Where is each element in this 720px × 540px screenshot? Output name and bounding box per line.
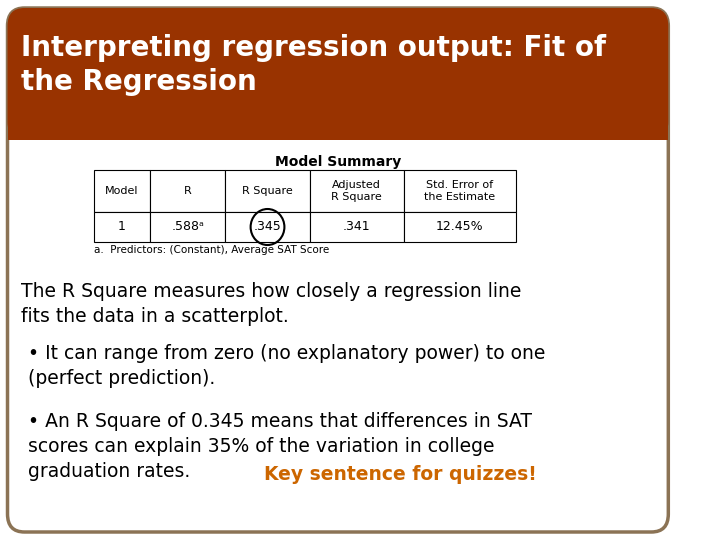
FancyBboxPatch shape (7, 8, 668, 140)
Bar (150, 212, 225, 242)
FancyBboxPatch shape (7, 8, 668, 532)
Text: a.  Predictors: (Constant), Average SAT Score: a. Predictors: (Constant), Average SAT S… (94, 245, 329, 255)
Bar (7, 118, 668, 140)
Text: Adjusted
R Square: Adjusted R Square (331, 180, 382, 202)
Bar (94, 212, 150, 242)
Bar (150, 170, 225, 212)
Text: 12.45%: 12.45% (436, 220, 484, 233)
Text: .341: .341 (343, 220, 371, 233)
Text: .345: .345 (253, 220, 282, 233)
Bar (310, 170, 404, 212)
Bar (404, 170, 516, 212)
Text: • An R Square of 0.345 means that differences in SAT
scores can explain 35% of t: • An R Square of 0.345 means that differ… (28, 412, 532, 481)
Text: • It can range from zero (no explanatory power) to one
(perfect prediction).: • It can range from zero (no explanatory… (28, 344, 546, 388)
Text: R: R (184, 186, 192, 196)
Text: Key sentence for quizzes!: Key sentence for quizzes! (264, 464, 536, 483)
Text: Interpreting regression output: Fit of: Interpreting regression output: Fit of (21, 34, 606, 62)
Bar (404, 212, 516, 242)
Bar (225, 212, 310, 242)
Text: .588ᵃ: .588ᵃ (171, 220, 204, 233)
Text: 1: 1 (118, 220, 126, 233)
Bar (94, 170, 150, 212)
Text: the Regression: the Regression (21, 68, 256, 96)
Bar (225, 170, 310, 212)
Bar (310, 212, 404, 242)
Text: R Square: R Square (242, 186, 293, 196)
Text: Model Summary: Model Summary (275, 155, 401, 169)
Text: Std. Error of
the Estimate: Std. Error of the Estimate (424, 180, 495, 202)
Text: Model: Model (105, 186, 139, 196)
Text: The R Square measures how closely a regression line
fits the data in a scatterpl: The R Square measures how closely a regr… (21, 282, 521, 326)
